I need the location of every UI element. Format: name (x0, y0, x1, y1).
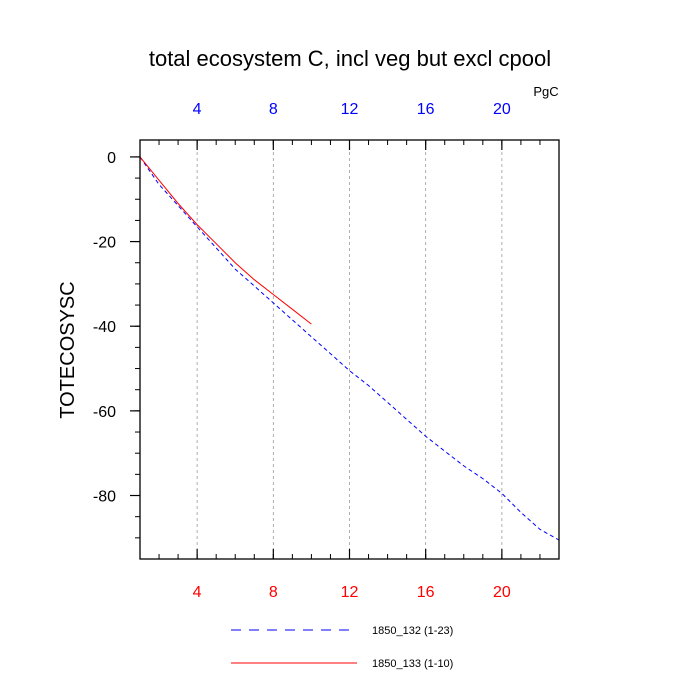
series-line-1850-133 (139, 156, 312, 325)
x-tick-label-top-12: 12 (341, 101, 359, 118)
y-tick-label--60: -60 (93, 404, 116, 421)
x-tick-label-bottom-20: 20 (493, 584, 511, 601)
series-lines (139, 156, 560, 541)
y-tick-label--20: -20 (93, 235, 116, 252)
y-axis-label: TOTECOSYSC (57, 281, 79, 418)
plot-frame (139, 139, 560, 560)
x-tick-label-top-20: 20 (493, 101, 511, 118)
x-tick-label-top-8: 8 (269, 101, 278, 118)
tick-labels: 4 4 8 8 12 12 16 16 20 20 0 -20 -40 -60 -80 (93, 101, 511, 601)
y-tick-label--80: -80 (93, 489, 116, 506)
y-tick-label--40: -40 (93, 319, 116, 336)
chart-title: total ecosystem C, incl veg but excl cpo… (149, 46, 551, 71)
x-tick-label-top-4: 4 (193, 101, 202, 118)
x-tick-label-bottom-16: 16 (417, 584, 435, 601)
grid-lines (196, 140, 503, 559)
legend-label-1850-133: 1850_133 (1-10) (372, 658, 453, 670)
x-tick-label-bottom-12: 12 (341, 584, 359, 601)
major-ticks (130, 140, 503, 559)
x-tick-label-bottom-8: 8 (269, 584, 278, 601)
x-tick-label-top-16: 16 (417, 101, 435, 118)
legend: 1850_132 (1-23) 1850_133 (1-10) (231, 625, 453, 670)
units-label: PgC (533, 84, 558, 99)
minor-ticks (135, 140, 541, 559)
legend-label-1850-132: 1850_132 (1-23) (372, 625, 453, 637)
y-tick-label-0: 0 (107, 150, 116, 167)
x-tick-label-bottom-4: 4 (193, 584, 202, 601)
